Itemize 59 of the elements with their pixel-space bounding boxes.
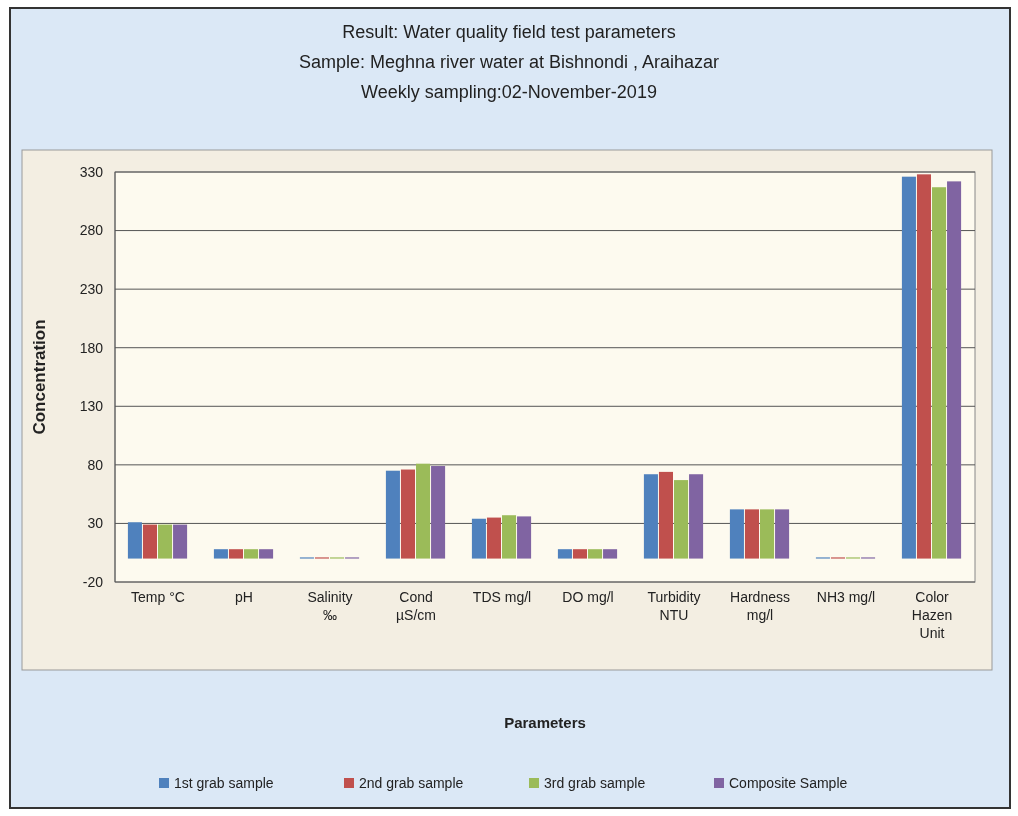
bar	[502, 515, 517, 559]
bar	[244, 549, 259, 559]
x-axis-title: Parameters	[504, 714, 586, 731]
bar	[213, 549, 228, 559]
bar	[760, 509, 775, 559]
x-tick-label: Color Hazen Unit	[911, 589, 953, 641]
bar	[259, 549, 274, 559]
bar	[901, 176, 916, 559]
bar	[517, 516, 532, 559]
bar	[142, 524, 157, 559]
chart-subtitle: Sample: Meghna river water at Bishnondi , Araihazar	[298, 52, 720, 72]
bar	[228, 549, 243, 559]
x-tick-label: Salinity ‰	[307, 589, 353, 623]
y-tick-label: 80	[87, 456, 104, 473]
y-tick-label: 130	[79, 398, 104, 415]
x-tick-label: DO mg/l	[562, 589, 614, 605]
bar	[588, 549, 603, 559]
y-tick-label: -20	[82, 573, 104, 590]
bar	[127, 522, 142, 559]
bar	[674, 480, 689, 559]
bar	[729, 509, 744, 559]
text: Weekly sampling:02-November-2019	[361, 82, 657, 102]
legend-label: Composite Sample	[729, 775, 848, 791]
y-tick-label: 330	[79, 163, 104, 180]
bar	[775, 509, 790, 559]
bar	[557, 549, 572, 559]
bar	[400, 469, 415, 559]
x-tick-label: NH3 mg/l	[816, 589, 876, 605]
y-tick-label: 230	[79, 281, 104, 298]
legend-label: 1st grab sample	[174, 775, 274, 791]
x-tick-label: Cond µS/cm	[396, 589, 436, 623]
bar	[385, 470, 400, 559]
bar	[603, 549, 618, 559]
bar	[486, 517, 501, 559]
bar	[431, 466, 446, 559]
bar	[416, 463, 431, 559]
bar	[643, 474, 658, 559]
x-tick-label: TDS mg/l	[472, 589, 532, 605]
bar	[932, 187, 947, 559]
bar	[744, 509, 759, 559]
bar	[658, 471, 673, 559]
x-tick-label: pH	[235, 589, 253, 605]
y-axis-title: Concentration	[30, 319, 49, 435]
bar	[173, 524, 188, 559]
x-tick-label: Temp °C	[131, 589, 185, 605]
bar	[689, 474, 704, 559]
legend-label: 2nd grab sample	[359, 775, 464, 791]
x-tick-label: Hardness mg/l	[730, 589, 790, 623]
legend-label: 3rd grab sample	[544, 775, 646, 791]
bar	[916, 174, 931, 559]
y-tick-label: 180	[79, 339, 104, 356]
bar	[158, 524, 173, 559]
bar	[572, 549, 587, 559]
y-tick-label: 30	[87, 515, 104, 532]
y-tick-label: 280	[79, 222, 104, 239]
chart-title: Result: Water quality field test parameters	[342, 22, 676, 42]
bar	[947, 181, 962, 559]
bar	[471, 518, 486, 559]
x-tick-label: Turbidity NTU	[647, 589, 701, 623]
